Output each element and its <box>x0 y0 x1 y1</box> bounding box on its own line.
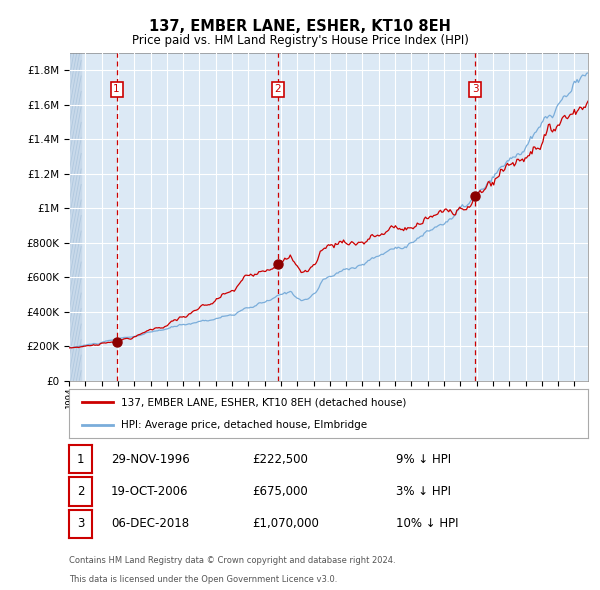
Text: 3: 3 <box>77 517 84 530</box>
Text: 137, EMBER LANE, ESHER, KT10 8EH (detached house): 137, EMBER LANE, ESHER, KT10 8EH (detach… <box>121 398 406 408</box>
Text: 1: 1 <box>113 84 120 94</box>
Text: Contains HM Land Registry data © Crown copyright and database right 2024.: Contains HM Land Registry data © Crown c… <box>69 556 395 565</box>
Text: 3: 3 <box>472 84 479 94</box>
Text: 2: 2 <box>274 84 281 94</box>
Text: £222,500: £222,500 <box>252 453 308 466</box>
Bar <box>69 53 81 381</box>
Text: 29-NOV-1996: 29-NOV-1996 <box>111 453 190 466</box>
Text: 06-DEC-2018: 06-DEC-2018 <box>111 517 189 530</box>
Text: 1: 1 <box>77 453 84 466</box>
Text: 2: 2 <box>77 485 84 498</box>
Text: 3% ↓ HPI: 3% ↓ HPI <box>396 485 451 498</box>
Text: 137, EMBER LANE, ESHER, KT10 8EH: 137, EMBER LANE, ESHER, KT10 8EH <box>149 19 451 34</box>
Text: £675,000: £675,000 <box>252 485 308 498</box>
Text: This data is licensed under the Open Government Licence v3.0.: This data is licensed under the Open Gov… <box>69 575 337 584</box>
Text: 9% ↓ HPI: 9% ↓ HPI <box>396 453 451 466</box>
Text: HPI: Average price, detached house, Elmbridge: HPI: Average price, detached house, Elmb… <box>121 419 367 430</box>
Text: £1,070,000: £1,070,000 <box>252 517 319 530</box>
Text: Price paid vs. HM Land Registry's House Price Index (HPI): Price paid vs. HM Land Registry's House … <box>131 34 469 47</box>
Text: 10% ↓ HPI: 10% ↓ HPI <box>396 517 458 530</box>
Text: 19-OCT-2006: 19-OCT-2006 <box>111 485 188 498</box>
